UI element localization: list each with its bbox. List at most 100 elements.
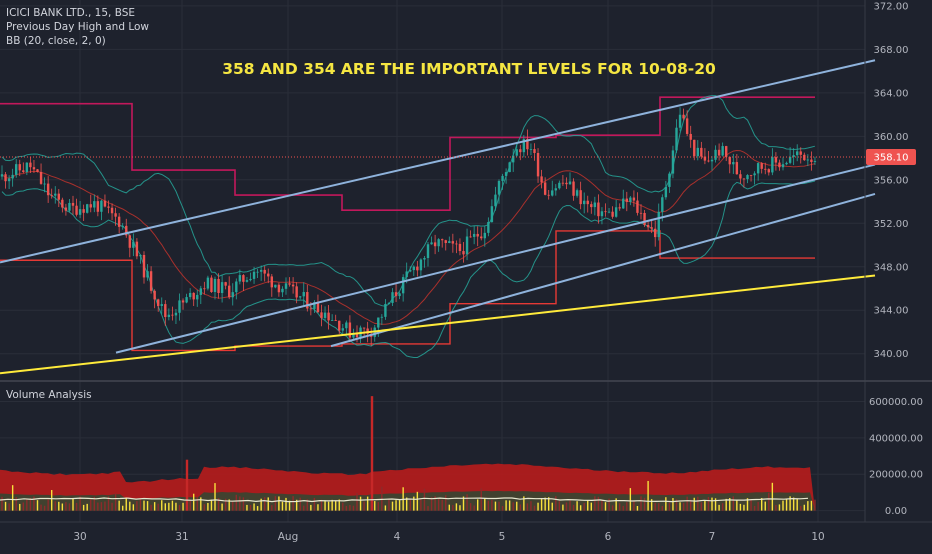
candle-body[interactable]: [78, 209, 82, 215]
candle-body[interactable]: [139, 254, 142, 257]
candle-body[interactable]: [700, 147, 703, 157]
candle-body[interactable]: [472, 233, 476, 237]
candle-body[interactable]: [309, 308, 313, 310]
candle-body[interactable]: [746, 175, 749, 180]
candle-body[interactable]: [291, 284, 295, 287]
candle-body[interactable]: [256, 271, 259, 273]
candle-body[interactable]: [735, 162, 739, 175]
candle-body[interactable]: [675, 127, 678, 151]
candle-body[interactable]: [110, 207, 114, 214]
time-axis[interactable]: 30 31 Aug 4 5 6 7 10: [73, 531, 824, 543]
candle-body[interactable]: [203, 288, 206, 290]
candle-body[interactable]: [494, 194, 497, 207]
candle-body[interactable]: [685, 118, 689, 134]
candle-body[interactable]: [89, 204, 92, 208]
candle-body[interactable]: [437, 239, 440, 247]
channel-lower-line[interactable]: [330, 192, 876, 348]
candle-body[interactable]: [515, 149, 518, 156]
candle-body[interactable]: [146, 271, 149, 278]
candle-body[interactable]: [103, 200, 107, 207]
candle-body[interactable]: [32, 167, 36, 170]
candle-body[interactable]: [654, 228, 657, 238]
candle-body[interactable]: [50, 195, 53, 197]
candle-body[interactable]: [586, 200, 589, 205]
candle-body[interactable]: [643, 212, 646, 225]
candle-body[interactable]: [508, 162, 511, 173]
candle-body[interactable]: [739, 174, 742, 179]
candle-body[interactable]: [384, 303, 387, 317]
candle-body[interactable]: [533, 149, 536, 153]
candle-body[interactable]: [725, 146, 728, 157]
candle-body[interactable]: [323, 312, 327, 318]
candle-body[interactable]: [288, 283, 291, 285]
candle-body[interactable]: [462, 251, 465, 255]
candle-body[interactable]: [160, 304, 163, 306]
candle-body[interactable]: [799, 151, 802, 155]
candle-body[interactable]: [693, 139, 696, 157]
candle-body[interactable]: [316, 302, 320, 313]
candle-body[interactable]: [728, 156, 731, 165]
candle-body[interactable]: [487, 222, 490, 233]
candle-body[interactable]: [259, 269, 263, 272]
candle-body[interactable]: [252, 271, 256, 279]
candle-body[interactable]: [419, 259, 423, 271]
candle-body[interactable]: [380, 316, 384, 318]
candle-body[interactable]: [355, 333, 359, 338]
candle-body[interactable]: [543, 182, 547, 195]
candle-body[interactable]: [157, 299, 160, 306]
candle-body[interactable]: [188, 292, 192, 298]
candle-body[interactable]: [661, 197, 664, 212]
candle-body[interactable]: [455, 243, 458, 245]
candle-body[interactable]: [504, 172, 508, 176]
candle-body[interactable]: [497, 180, 501, 195]
candle-body[interactable]: [590, 204, 593, 208]
candle-body[interactable]: [483, 232, 486, 239]
candle-body[interactable]: [82, 209, 85, 213]
candle-body[interactable]: [135, 241, 139, 257]
candle-body[interactable]: [302, 292, 305, 297]
candle-body[interactable]: [61, 199, 64, 208]
candle-body[interactable]: [760, 163, 763, 169]
candle-body[interactable]: [512, 155, 515, 163]
candle-body[interactable]: [142, 254, 146, 278]
candle-body[interactable]: [636, 200, 639, 213]
candle-body[interactable]: [583, 200, 586, 205]
candle-body[interactable]: [43, 183, 46, 185]
candle-body[interactable]: [568, 181, 572, 185]
candle-body[interactable]: [128, 235, 131, 248]
candle-body[interactable]: [409, 270, 412, 272]
candle-body[interactable]: [75, 205, 78, 215]
candle-body[interactable]: [593, 202, 597, 208]
candle-body[interactable]: [753, 173, 756, 176]
candle-body[interactable]: [703, 156, 707, 161]
candle-body[interactable]: [682, 114, 685, 119]
candle-body[interactable]: [196, 294, 199, 300]
candle-body[interactable]: [813, 161, 817, 163]
candle-body[interactable]: [668, 173, 671, 187]
candle-body[interactable]: [235, 281, 238, 293]
candle-body[interactable]: [785, 162, 788, 165]
candle-body[interactable]: [657, 211, 660, 238]
candle-body[interactable]: [781, 164, 785, 168]
candle-body[interactable]: [117, 216, 121, 227]
candle-body[interactable]: [778, 162, 781, 168]
candle-body[interactable]: [618, 207, 621, 209]
candle-body[interactable]: [451, 241, 455, 244]
candle-body[interactable]: [639, 212, 643, 214]
candle-body[interactable]: [320, 312, 323, 318]
candle-body[interactable]: [228, 285, 231, 298]
candle-body[interactable]: [0, 174, 4, 177]
candle-body[interactable]: [270, 276, 273, 288]
candle-body[interactable]: [490, 206, 494, 223]
candle-body[interactable]: [71, 202, 75, 206]
candle-body[interactable]: [536, 152, 540, 177]
candle-body[interactable]: [93, 201, 96, 208]
candle-body[interactable]: [245, 280, 249, 282]
candle-body[interactable]: [771, 157, 774, 173]
candle-body[interactable]: [810, 159, 813, 163]
candle-body[interactable]: [54, 193, 57, 196]
candle-body[interactable]: [501, 175, 504, 181]
candle-body[interactable]: [441, 239, 444, 241]
candle-body[interactable]: [558, 182, 561, 189]
candle-body[interactable]: [132, 241, 135, 248]
